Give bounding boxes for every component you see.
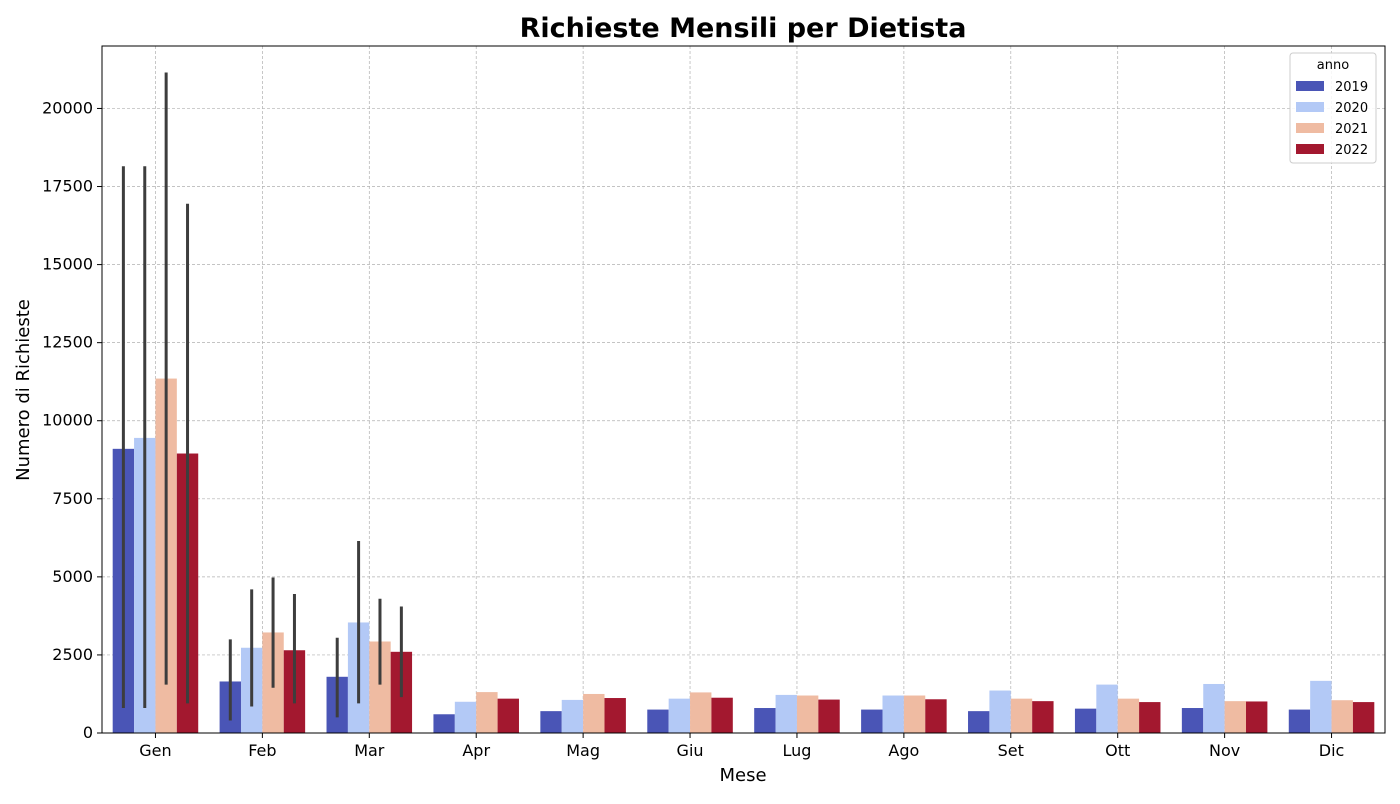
y-tick-label: 7500 [52, 489, 93, 508]
bars [112, 378, 1375, 733]
bar-2019-Giu [647, 709, 669, 733]
bar-2019-Mag [540, 711, 562, 733]
x-tick-label: Ott [1105, 741, 1130, 760]
bar-2021-Ago [903, 695, 926, 733]
bar-2022-Set [1032, 701, 1054, 733]
x-tick-label: Nov [1209, 741, 1240, 760]
legend-frame [1289, 52, 1377, 164]
legend-swatch-2019 [1296, 81, 1324, 91]
bar-2021-Apr [476, 692, 498, 733]
bar-2019-Set [968, 711, 990, 733]
y-tick-label: 12500 [42, 333, 93, 352]
bar-2021-Mar [369, 641, 391, 733]
bar-2020-Giu [668, 698, 691, 733]
legend-swatch-2020 [1296, 102, 1324, 112]
bar-2019-Lug [754, 708, 776, 733]
bar-2022-Nov [1246, 701, 1268, 733]
legend-title: anno [1317, 58, 1349, 73]
bar-2020-Mag [561, 699, 584, 733]
bar-2022-Ott [1139, 702, 1161, 733]
legend-label-2019: 2019 [1335, 80, 1368, 95]
x-axis-label: Mese [719, 765, 766, 786]
bar-2019-Apr [433, 714, 455, 733]
bar-2022-Dic [1352, 702, 1375, 733]
x-tick-label: Set [998, 741, 1024, 760]
bar-2021-Giu [690, 692, 712, 733]
bar-2022-Mag [604, 698, 626, 733]
y-tick-label: 0 [83, 723, 93, 742]
bar-2021-Dic [1331, 700, 1353, 733]
y-tick-label: 10000 [42, 411, 93, 430]
legend-swatch-2021 [1296, 123, 1324, 133]
bar-2020-Lug [775, 694, 797, 733]
bar-2022-Giu [711, 697, 733, 733]
bar-2021-Set [1010, 698, 1033, 733]
y-tick-label: 17500 [42, 177, 93, 196]
legend-label-2020: 2020 [1335, 101, 1368, 116]
y-tick-label: 2500 [52, 645, 93, 664]
legend-label-2022: 2022 [1335, 143, 1368, 158]
legend-label-2021: 2021 [1335, 122, 1368, 137]
y-axis-label: Numero di Richieste [13, 299, 34, 481]
bar-2021-Lug [796, 695, 819, 733]
bar-2021-Mag [583, 693, 605, 733]
bar-2019-Dic [1288, 709, 1311, 733]
x-tick-label: Lug [782, 741, 811, 760]
x-tick-label: Giu [677, 741, 704, 760]
chart-title: Richieste Mensili per Dietista [520, 13, 967, 44]
x-tick-label: Apr [462, 741, 490, 760]
x-tick-label: Ago [888, 741, 919, 760]
legend-swatch-2022 [1296, 144, 1324, 154]
bar-2021-Ott [1117, 698, 1140, 733]
x-tick-label: Gen [139, 741, 171, 760]
bar-2020-Apr [454, 701, 477, 733]
bar-2022-Ago [925, 699, 947, 733]
x-tick-label: Mar [354, 741, 385, 760]
bar-2020-Dic [1310, 680, 1332, 733]
legend: anno 2019 2020 2021 2022 [1289, 52, 1377, 164]
bar-2019-Ago [861, 709, 883, 733]
bar-2020-Nov [1203, 683, 1225, 733]
y-axis: 0 2500 5000 7500 10000 12500 15000 17500 20000 [42, 98, 102, 742]
bar-2022-Apr [497, 698, 519, 733]
x-tick-label: Mag [566, 741, 600, 760]
x-tick-label: Feb [248, 741, 276, 760]
error-bars [121, 72, 403, 721]
plot-frame [101, 45, 1386, 734]
bar-2019-Nov [1181, 708, 1204, 733]
bar-2020-Set [989, 690, 1011, 733]
y-tick-label: 20000 [42, 98, 93, 117]
bar-2021-Nov [1224, 701, 1247, 733]
bar-2020-Ott [1096, 684, 1118, 733]
x-axis: Gen Feb Mar Apr Mag Giu Lug Ago Set Ott Nov Dic [139, 733, 1344, 760]
y-tick-label: 5000 [52, 567, 93, 586]
bar-2020-Ago [882, 695, 904, 733]
x-tick-label: Dic [1319, 741, 1345, 760]
y-tick-label: 15000 [42, 255, 93, 274]
bar-2022-Lug [818, 699, 840, 733]
bar-2019-Ott [1074, 708, 1097, 733]
